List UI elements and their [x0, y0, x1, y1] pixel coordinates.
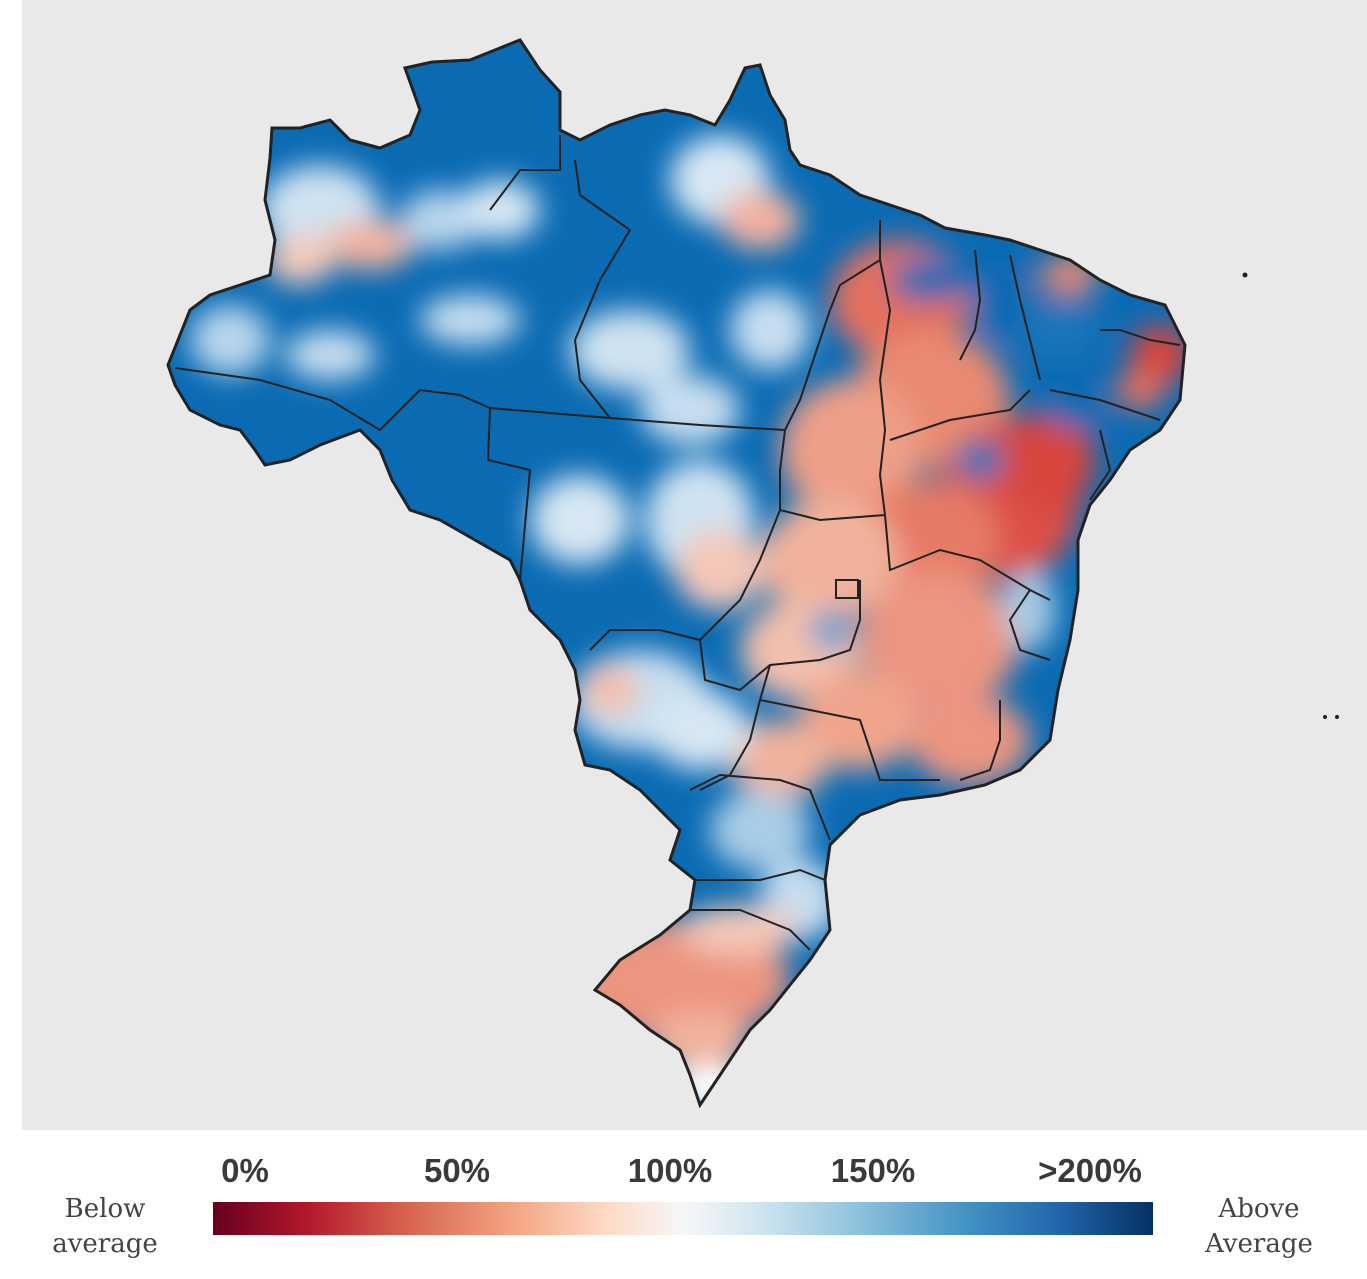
legend-tick-150: 150%: [830, 1152, 916, 1189]
legend-tick-50: 50%: [423, 1152, 491, 1189]
brazil-precipitation-map: [166, 38, 1339, 1107]
legend-colorbar: [213, 1202, 1153, 1235]
below-average-label: Below average: [52, 1194, 158, 1259]
island-marker: [1323, 715, 1327, 719]
state-borders: [174, 135, 1181, 951]
legend-tick-200: >200%: [1038, 1152, 1142, 1189]
island-marker: [1242, 272, 1248, 278]
precipitation-field: [168, 40, 1185, 1105]
island-marker: [1335, 715, 1339, 719]
legend-tick-0: 0%: [221, 1152, 269, 1189]
map-panel: [22, 0, 1367, 1130]
legend-tick-100: 100%: [627, 1152, 713, 1189]
above-average-label: Above Average: [1205, 1194, 1313, 1259]
